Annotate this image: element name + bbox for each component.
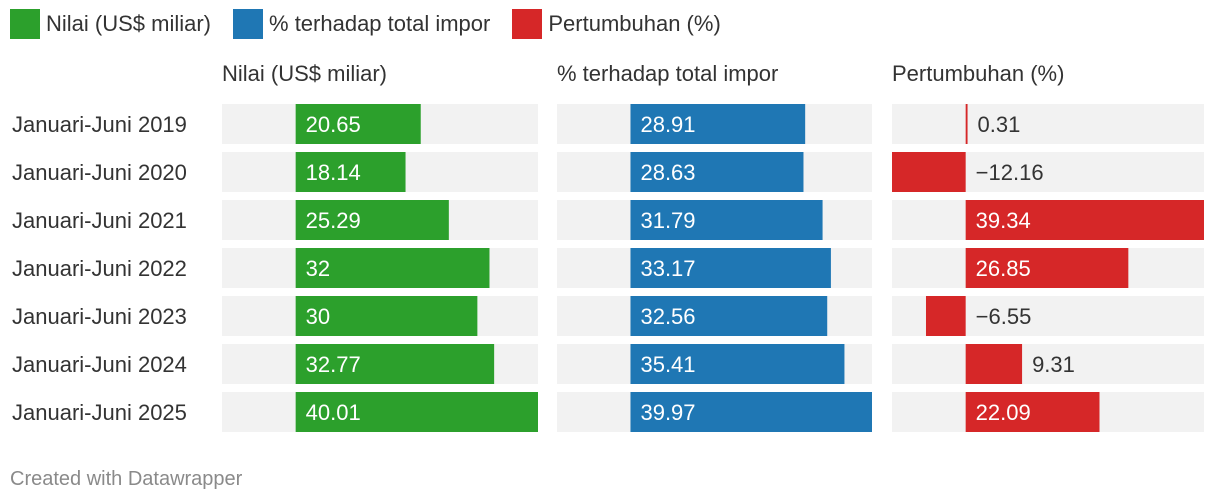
bar-nilai-us-miliar bbox=[295, 296, 478, 336]
category-label-januari-juni-2022: Januari-Juni 2022 bbox=[12, 256, 187, 281]
category-label-januari-juni-2023: Januari-Juni 2023 bbox=[12, 304, 187, 329]
data-label: 32.56 bbox=[640, 304, 695, 329]
bar-terhadap-total-impor bbox=[630, 296, 828, 336]
panel-header-terhadap-total-impor: % terhadap total impor bbox=[557, 61, 778, 86]
data-label: −6.55 bbox=[976, 304, 1032, 329]
category-label-januari-juni-2019: Januari-Juni 2019 bbox=[12, 112, 187, 137]
data-label: 31.79 bbox=[640, 208, 695, 233]
data-label: 26.85 bbox=[976, 256, 1031, 281]
data-label: 9.31 bbox=[1032, 352, 1075, 377]
data-label: 28.91 bbox=[640, 112, 695, 137]
legend: Nilai (US$ miliar) % terhadap total impo… bbox=[10, 8, 743, 40]
bar-background bbox=[892, 344, 1204, 384]
bar-terhadap-total-impor bbox=[630, 200, 823, 240]
bar-nilai-us-miliar bbox=[295, 200, 449, 240]
bar-nilai-us-miliar bbox=[295, 152, 406, 192]
data-label: 35.41 bbox=[640, 352, 695, 377]
bar-pertumbuhan bbox=[965, 248, 1129, 288]
legend-item-pertumbuhan: Pertumbuhan (%) bbox=[512, 9, 721, 39]
bar-nilai-us-miliar bbox=[295, 104, 421, 144]
data-label: −12.16 bbox=[976, 160, 1044, 185]
data-label: 39.34 bbox=[976, 208, 1031, 233]
bar-pertumbuhan bbox=[965, 104, 968, 144]
category-label-januari-juni-2020: Januari-Juni 2020 bbox=[12, 160, 187, 185]
legend-label-nilai: Nilai (US$ miliar) bbox=[46, 11, 212, 36]
bar-background bbox=[892, 104, 1204, 144]
legend-label-pertumbuhan: Pertumbuhan (%) bbox=[548, 11, 721, 36]
data-label: 25.29 bbox=[306, 208, 361, 233]
bar-pertumbuhan bbox=[925, 296, 966, 336]
data-label: 40.01 bbox=[306, 400, 361, 425]
panel-header-pertumbuhan: Pertumbuhan (%) bbox=[892, 61, 1064, 86]
bar-pertumbuhan bbox=[965, 392, 1100, 432]
bar-pertumbuhan bbox=[965, 344, 1023, 384]
data-label: 30 bbox=[306, 304, 330, 329]
bar-nilai-us-miliar bbox=[295, 392, 538, 432]
legend-label-persen: % terhadap total impor bbox=[269, 11, 491, 36]
legend-item-persen: % terhadap total impor bbox=[233, 9, 490, 39]
bar-terhadap-total-impor bbox=[630, 392, 872, 432]
panel-header-nilai-us-miliar: Nilai (US$ miliar) bbox=[222, 61, 387, 86]
data-label: 18.14 bbox=[306, 160, 361, 185]
data-label: 32 bbox=[306, 256, 330, 281]
category-label-januari-juni-2021: Januari-Juni 2021 bbox=[12, 208, 187, 233]
bar-nilai-us-miliar bbox=[295, 248, 490, 288]
bar-nilai-us-miliar bbox=[295, 344, 495, 384]
legend-swatch-persen bbox=[233, 9, 264, 39]
legend-swatch-nilai bbox=[10, 9, 40, 39]
data-label: 39.97 bbox=[640, 400, 695, 425]
legend-swatch-pertumbuhan bbox=[512, 9, 543, 39]
data-label: 28.63 bbox=[640, 160, 695, 185]
bar-terhadap-total-impor bbox=[630, 248, 831, 288]
footer-credit: Created with Datawrapper bbox=[10, 468, 243, 490]
bar-terhadap-total-impor bbox=[630, 104, 806, 144]
bar-pertumbuhan bbox=[965, 200, 1204, 240]
data-label: 32.77 bbox=[306, 352, 361, 377]
data-label: 33.17 bbox=[640, 256, 695, 281]
bar-terhadap-total-impor bbox=[630, 152, 804, 192]
bar-terhadap-total-impor bbox=[630, 344, 845, 384]
bar-pertumbuhan bbox=[892, 152, 966, 192]
category-label-januari-juni-2024: Januari-Juni 2024 bbox=[12, 352, 187, 377]
category-label-januari-juni-2025: Januari-Juni 2025 bbox=[12, 400, 187, 425]
data-label: 22.09 bbox=[976, 400, 1031, 425]
legend-item-nilai: Nilai (US$ miliar) bbox=[10, 9, 211, 39]
data-label: 20.65 bbox=[306, 112, 361, 137]
data-label: 0.31 bbox=[978, 112, 1021, 137]
